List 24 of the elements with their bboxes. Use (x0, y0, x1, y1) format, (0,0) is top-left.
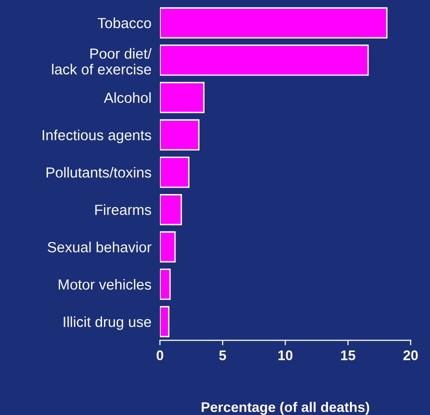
bar (160, 156, 190, 188)
bar (160, 268, 171, 300)
y-tick-label: Illicit drug use (64, 316, 151, 330)
bar (160, 119, 200, 151)
bar (160, 7, 388, 38)
y-tick-label: Alcohol (104, 92, 151, 103)
bar (160, 82, 205, 114)
y-tick-label: Motor vehicles (58, 278, 152, 290)
x-tick-label: 15 (341, 350, 356, 360)
x-tick-label: 0 (156, 350, 164, 360)
y-tick-label: Sexual behavior (48, 242, 152, 252)
x-tick-label: 20 (403, 350, 418, 360)
bar (160, 44, 369, 76)
y-tick-label: Pollutants/toxins (46, 166, 152, 178)
y-tick-label: Firearms (95, 204, 152, 216)
bar (160, 231, 176, 263)
x-axis-title: Percentage (of all deaths) (202, 402, 370, 415)
x-tick-label: 5 (219, 350, 226, 360)
x-tick-label: 10 (278, 350, 292, 360)
y-tick-label: Tobacco (98, 18, 152, 28)
bar (160, 306, 170, 338)
y-tick-label: Poor diet/ lack of exercise (52, 48, 152, 75)
y-tick-label: Infectious agents (42, 130, 152, 144)
bar (160, 194, 182, 226)
